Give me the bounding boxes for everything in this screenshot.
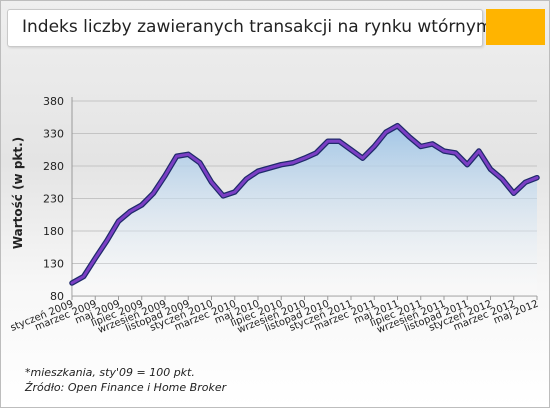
data-point bbox=[512, 192, 515, 195]
data-point bbox=[524, 181, 527, 184]
data-point bbox=[419, 145, 422, 148]
data-point bbox=[291, 161, 295, 164]
data-point bbox=[361, 157, 364, 160]
data-point bbox=[105, 239, 109, 242]
data-point bbox=[198, 161, 202, 164]
area-fill bbox=[72, 125, 537, 296]
data-point bbox=[128, 210, 132, 213]
y-tick-label: 330 bbox=[43, 128, 64, 141]
x-tick-label: maj 2012 bbox=[492, 299, 540, 327]
data-point bbox=[384, 131, 388, 134]
data-point bbox=[117, 220, 120, 223]
data-point bbox=[396, 124, 399, 127]
data-point bbox=[152, 192, 155, 195]
y-tick-label: 380 bbox=[43, 95, 64, 108]
chart-title: Indeks liczby zawieranych transakcji na … bbox=[22, 17, 501, 37]
data-point bbox=[349, 148, 353, 151]
data-point bbox=[338, 140, 341, 143]
y-tick-labels: 80 130 180 230 280 330 380 bbox=[43, 95, 64, 303]
data-point bbox=[407, 135, 411, 138]
data-point bbox=[431, 142, 434, 146]
footnotes: *mieszkania, sty'09 = 100 pkt. Źródło: O… bbox=[25, 365, 226, 395]
data-point bbox=[233, 190, 236, 194]
data-point bbox=[373, 145, 376, 148]
data-point bbox=[163, 174, 167, 177]
data-point bbox=[268, 166, 271, 170]
data-point bbox=[535, 176, 539, 179]
data-points bbox=[70, 124, 539, 285]
y-tick-label: 130 bbox=[43, 258, 64, 271]
footnote-line: *mieszkania, sty'09 = 100 pkt. bbox=[25, 366, 195, 379]
data-point bbox=[94, 257, 97, 260]
data-point bbox=[314, 151, 318, 155]
y-tick-label: 180 bbox=[43, 225, 64, 238]
title-box: Indeks liczby zawieranych transakcji na … bbox=[7, 9, 501, 47]
y-tick-label: 280 bbox=[43, 160, 64, 173]
y-tick-label: 230 bbox=[43, 193, 64, 206]
area-path bbox=[72, 125, 537, 296]
data-point bbox=[454, 151, 457, 155]
data-point bbox=[245, 177, 248, 181]
data-point bbox=[70, 281, 74, 285]
data-point bbox=[477, 149, 481, 153]
title-accent-bar bbox=[486, 9, 545, 45]
data-point bbox=[210, 181, 213, 184]
data-point bbox=[326, 140, 329, 143]
data-point bbox=[175, 155, 178, 158]
data-point bbox=[500, 177, 504, 181]
data-point bbox=[442, 149, 446, 153]
data-point bbox=[82, 275, 85, 278]
data-point bbox=[280, 163, 283, 166]
data-point bbox=[466, 163, 469, 166]
data-point bbox=[140, 203, 143, 207]
data-point bbox=[489, 168, 492, 171]
data-point bbox=[221, 194, 225, 198]
data-point bbox=[256, 170, 260, 173]
data-point bbox=[187, 153, 190, 156]
y-axis-label: Wartość (w pkt.) bbox=[11, 137, 25, 249]
data-point bbox=[303, 157, 306, 160]
source-line: Źródło: Open Finance i Home Broker bbox=[25, 381, 227, 394]
y-tick-label: 80 bbox=[50, 290, 64, 303]
